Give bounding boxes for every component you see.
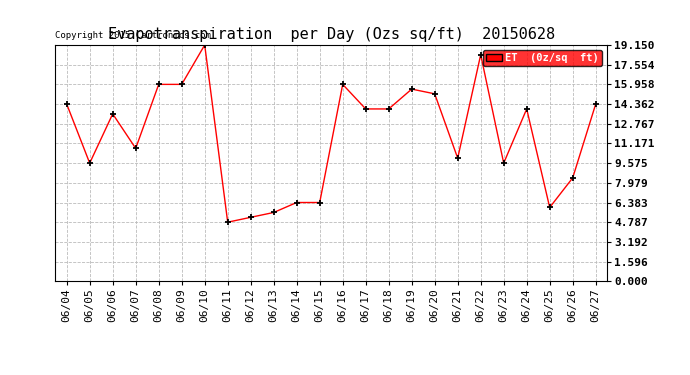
Legend: ET  (0z/sq  ft): ET (0z/sq ft): [483, 50, 602, 66]
Text: Copyright 2015 Cartronics.com: Copyright 2015 Cartronics.com: [55, 31, 211, 40]
Title: Evapotranspiration  per Day (Ozs sq/ft)  20150628: Evapotranspiration per Day (Ozs sq/ft) 2…: [108, 27, 555, 42]
